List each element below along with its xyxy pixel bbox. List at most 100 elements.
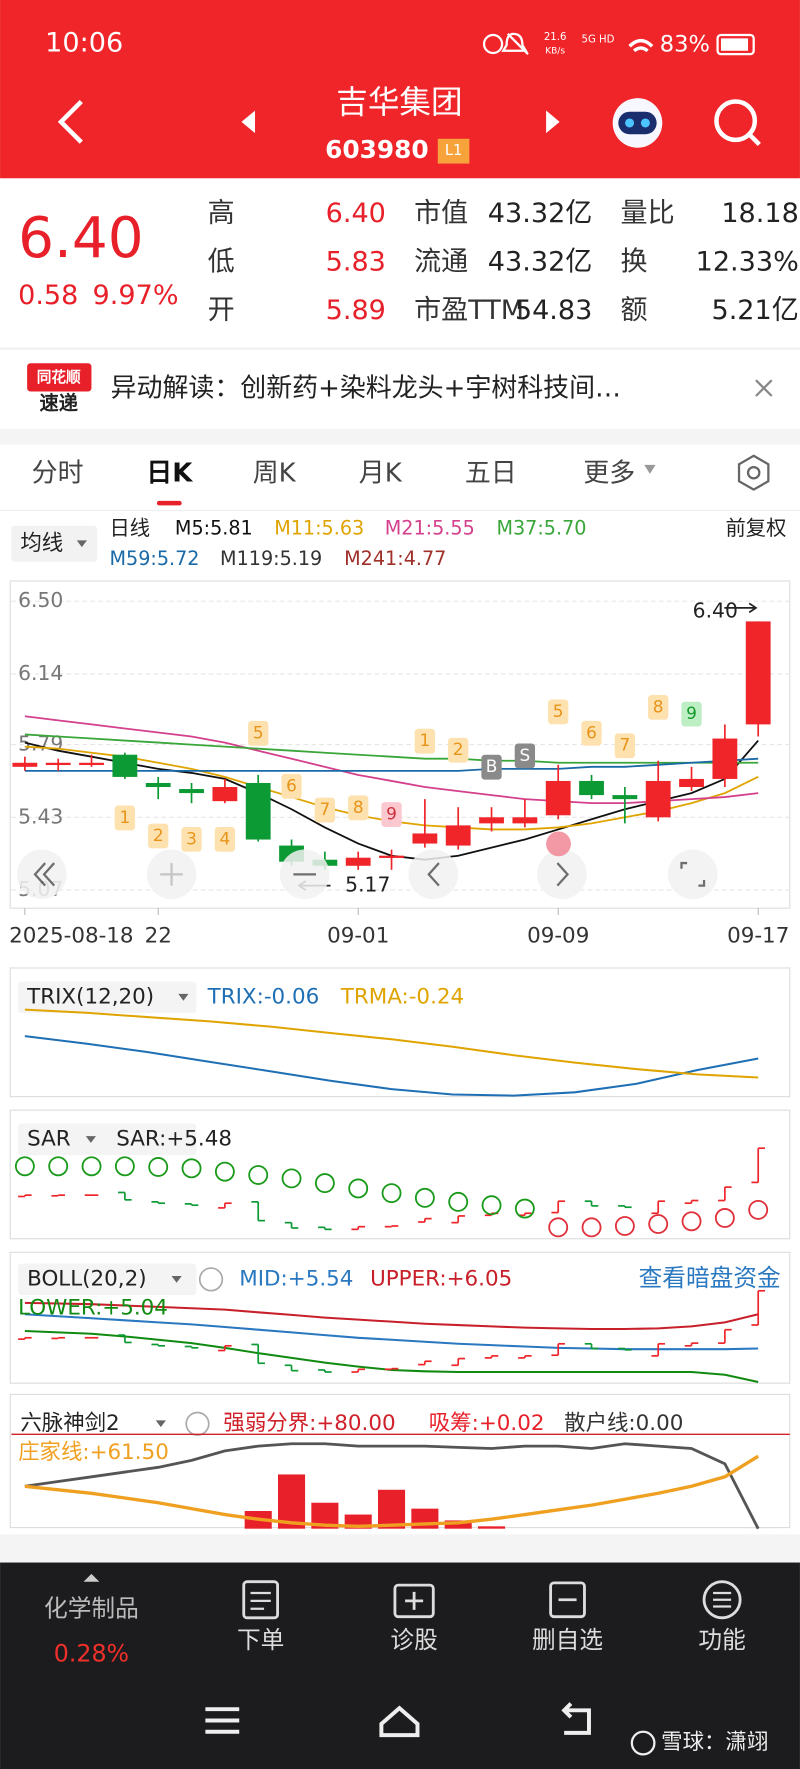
sequence-label: 4 xyxy=(219,828,230,848)
sequence-marker xyxy=(648,694,669,720)
settings-button[interactable] xyxy=(737,454,770,491)
brand-badge xyxy=(27,363,92,392)
prev-stock[interactable] xyxy=(241,110,256,134)
indicator-name[interactable]: BOLL(20,2) xyxy=(27,1266,146,1291)
help-icon[interactable] xyxy=(198,1267,224,1292)
dark-pool-link[interactable]: 查看暗盘资金 xyxy=(639,1264,781,1292)
zoom-out-all[interactable] xyxy=(16,849,67,900)
scroll-left[interactable] xyxy=(408,849,459,900)
indicator-button[interactable] xyxy=(18,1123,197,1156)
adjust[interactable]: 前复权 xyxy=(726,516,787,540)
indicator-name[interactable]: SAR xyxy=(27,1126,71,1151)
sequence-label: 5 xyxy=(253,722,264,742)
field-label: 高 xyxy=(208,198,235,229)
low-label: 5.17 xyxy=(345,873,390,897)
next-stock[interactable] xyxy=(546,110,560,134)
wifi-icon xyxy=(628,38,654,53)
mute-icon xyxy=(501,32,529,55)
candle-body xyxy=(579,780,604,796)
candle-body xyxy=(379,855,404,858)
ma-button[interactable] xyxy=(11,525,98,562)
header-bg xyxy=(0,0,800,179)
field-value: 5.21亿 xyxy=(711,295,798,326)
sequence-label: 2 xyxy=(453,739,464,759)
tab[interactable]: 月K xyxy=(359,458,403,488)
sar-point xyxy=(14,1156,35,1177)
battery-icon xyxy=(716,33,755,56)
back-button[interactable] xyxy=(57,99,83,144)
indicator-name[interactable]: TRIX(12,20) xyxy=(26,984,154,1009)
field-value: 5.83 xyxy=(326,246,386,277)
field-label: 开 xyxy=(208,295,235,326)
order-icon xyxy=(242,1580,280,1620)
dropdown-arrow xyxy=(85,1136,96,1143)
x-tick-label: 2025-08-18 xyxy=(9,923,134,948)
legend-entry: UPPER:+6.05 xyxy=(370,1266,512,1291)
sequence-label: 8 xyxy=(653,696,664,716)
help-icon[interactable] xyxy=(185,1411,210,1436)
boll-line xyxy=(24,1313,759,1351)
legend-entry: M37:5.70 xyxy=(496,517,586,540)
news-text[interactable]: 异动解读：创新药+染料龙头+宇树科技间… xyxy=(111,374,621,404)
sequence-marker xyxy=(481,754,502,780)
fullscreen[interactable] xyxy=(667,849,718,900)
indicator-name[interactable]: 六脉神剑2 xyxy=(20,1411,119,1436)
menu-nav[interactable] xyxy=(205,1707,240,1734)
indicator-button[interactable] xyxy=(18,981,197,1014)
legend-entry: M11:5.63 xyxy=(274,517,364,540)
high-label: 6.40 xyxy=(693,598,738,622)
sar-point xyxy=(348,1178,369,1199)
accumulation-bar xyxy=(378,1489,406,1529)
sar-point xyxy=(281,1168,302,1189)
field-value: 6.40 xyxy=(326,198,386,229)
ma-button-label[interactable]: 均线 xyxy=(20,531,63,556)
legend-entry: 散户线:0.00 xyxy=(564,1411,683,1436)
candle-body xyxy=(145,782,171,788)
tab[interactable]: 日K xyxy=(146,458,193,488)
legend-entry: 强弱分界:+80.00 xyxy=(223,1411,395,1436)
y-tick-label: 5.43 xyxy=(18,804,63,828)
tab[interactable]: 周K xyxy=(253,458,297,488)
candle-body xyxy=(712,738,738,779)
x-tick-label: 09-09 xyxy=(527,923,589,948)
sar-point xyxy=(48,1156,69,1177)
home-nav[interactable] xyxy=(379,1705,420,1738)
candle-body xyxy=(679,778,704,788)
sar-point xyxy=(714,1208,735,1228)
tab[interactable]: 五日 xyxy=(465,458,517,488)
stock-name: 吉华集团 xyxy=(336,85,462,121)
sar-point xyxy=(148,1157,169,1177)
sar-point xyxy=(214,1161,235,1182)
tab[interactable]: 分时 xyxy=(32,458,84,488)
field-value: 43.32亿 xyxy=(488,198,593,229)
sar-point xyxy=(314,1173,335,1194)
action[interactable]: 功能 xyxy=(698,1626,745,1654)
assistant-eye xyxy=(625,118,635,128)
sequence-label: 6 xyxy=(586,722,597,742)
legend-entry: M119:5.19 xyxy=(220,547,322,570)
indicator-button[interactable] xyxy=(18,1263,197,1296)
sequence-marker xyxy=(348,795,369,821)
legend-entry: M5:5.81 xyxy=(175,517,253,540)
scroll-right[interactable] xyxy=(537,849,587,900)
candle-body xyxy=(112,754,138,777)
ma-line xyxy=(24,715,759,805)
action[interactable]: 诊股 xyxy=(390,1626,437,1654)
back-nav[interactable] xyxy=(561,1702,591,1735)
action[interactable]: 删自选 xyxy=(532,1626,603,1654)
tab[interactable]: 更多 xyxy=(583,458,635,488)
search-button[interactable] xyxy=(714,99,758,143)
accumulation-bar xyxy=(278,1474,306,1529)
candle-body xyxy=(645,780,671,818)
candle-body xyxy=(445,825,471,846)
close-news[interactable] xyxy=(755,379,773,397)
sequence-label: 2 xyxy=(153,825,164,845)
legend-entry: 庄家线:+61.50 xyxy=(18,1440,169,1465)
indicator-line xyxy=(24,1442,760,1530)
more-arrow xyxy=(644,464,656,474)
accumulation-bar xyxy=(444,1520,472,1529)
candle-body xyxy=(479,817,504,824)
sector[interactable]: 化学制品 xyxy=(44,1594,139,1622)
action[interactable]: 下单 xyxy=(237,1626,284,1654)
field-label: 额 xyxy=(621,295,648,326)
